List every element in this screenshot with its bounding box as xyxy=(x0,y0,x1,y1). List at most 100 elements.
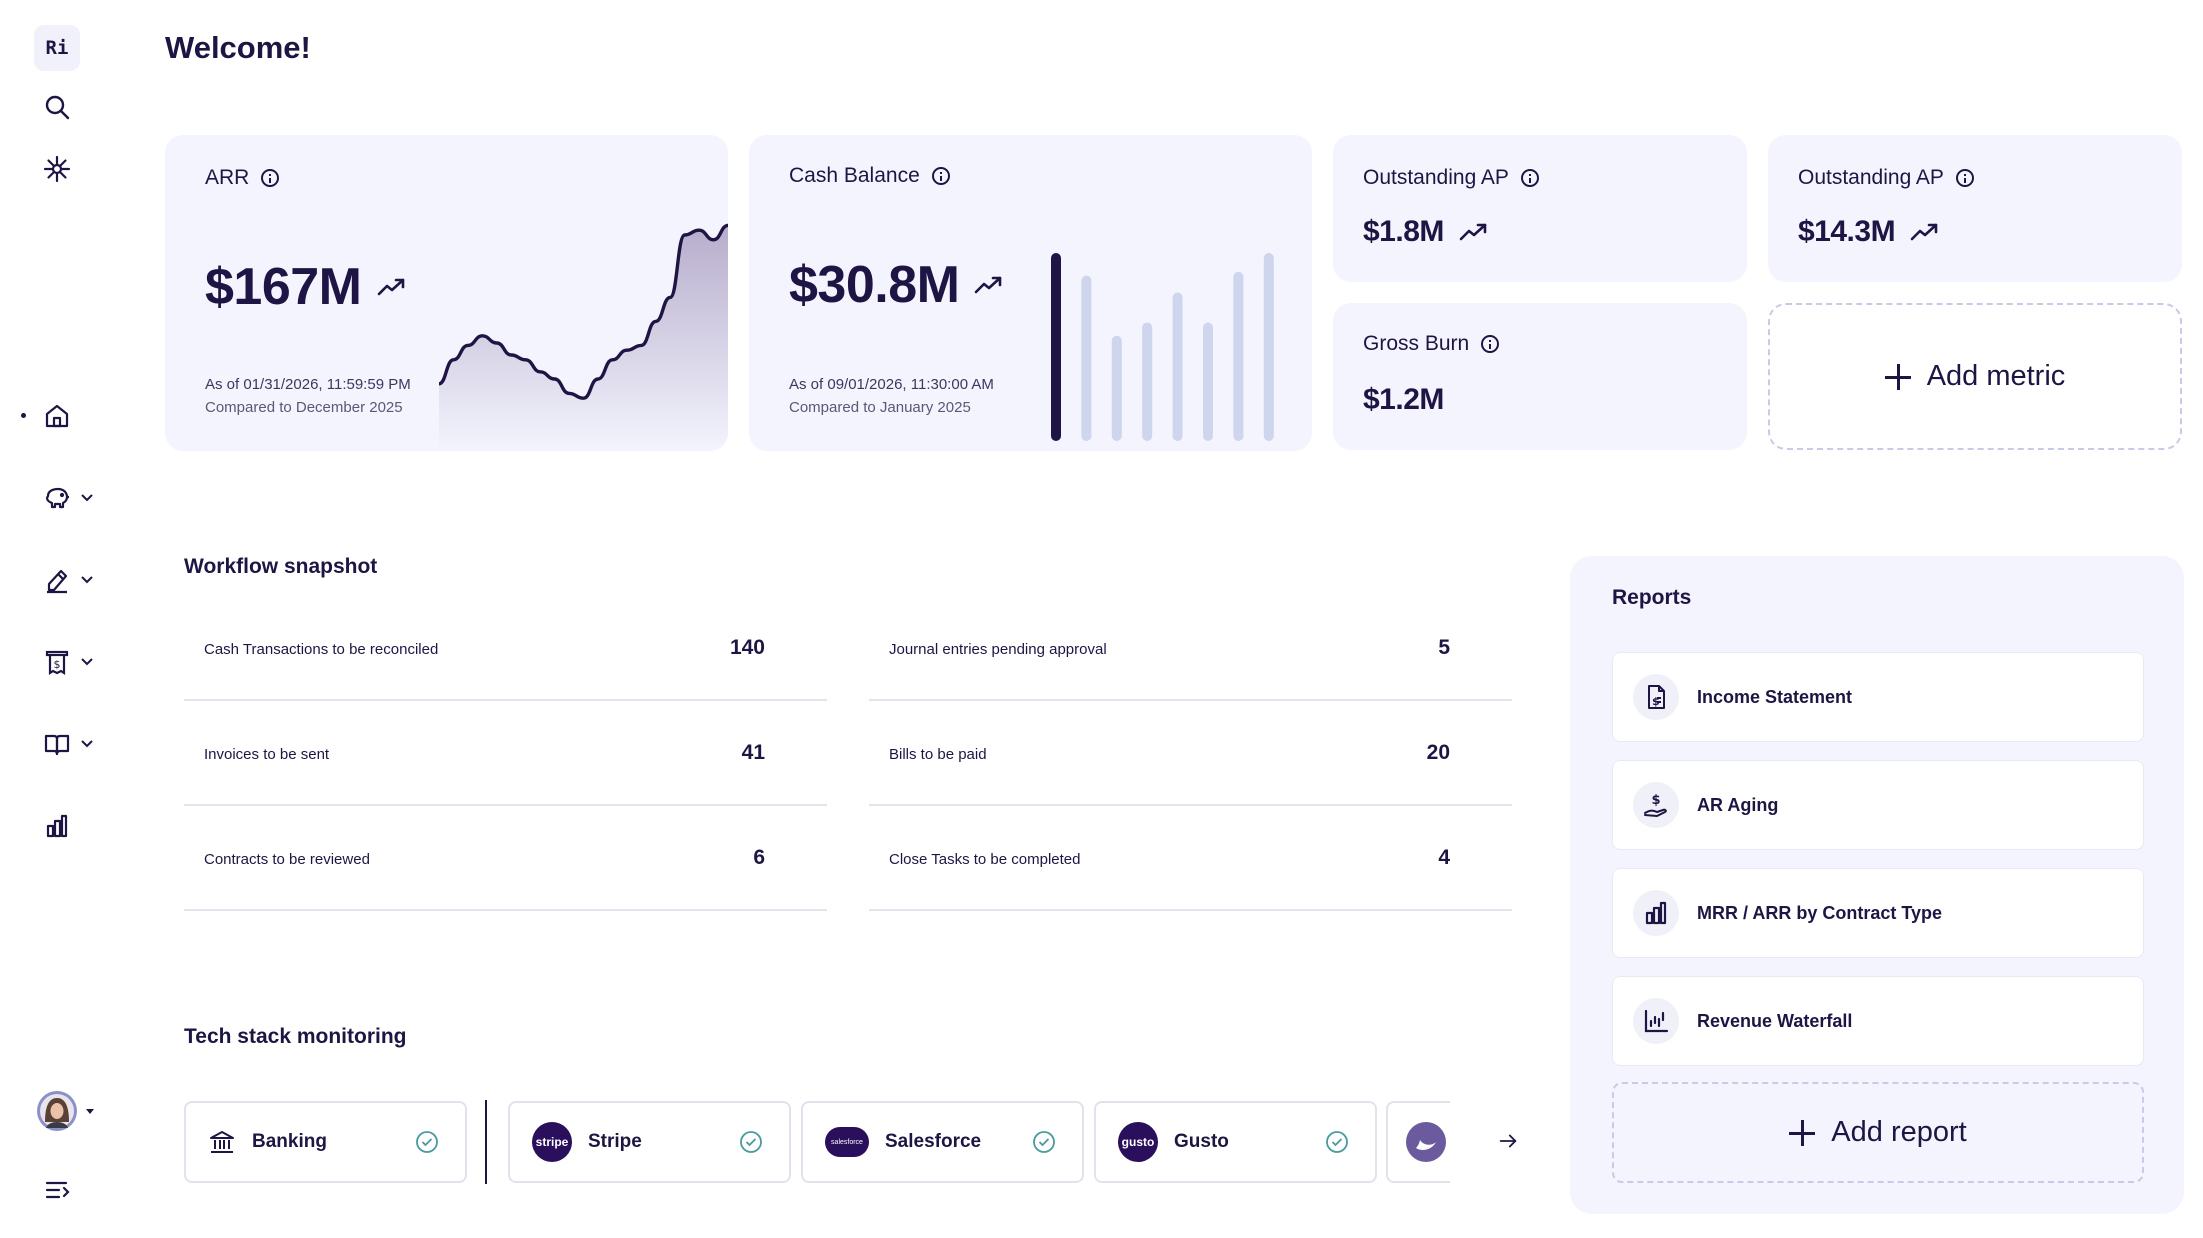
workflow-item[interactable]: Invoices to be sent 41 xyxy=(184,701,827,806)
outstanding-ap-card-2[interactable]: Outstanding AP $14.3M xyxy=(1768,135,2182,282)
arr-label-row: ARR xyxy=(205,166,280,190)
workflow-item-count: 6 xyxy=(753,845,765,869)
add-report-label: Add report xyxy=(1831,1116,1967,1148)
app-logo[interactable]: Ri xyxy=(34,25,80,71)
report-name: Income Statement xyxy=(1697,686,1853,707)
cash-bar xyxy=(1142,322,1153,441)
workflow-item-count: 41 xyxy=(741,740,765,764)
plus-icon xyxy=(1884,363,1911,390)
chevron-down-icon xyxy=(81,576,93,584)
nav-cash[interactable] xyxy=(43,484,95,512)
page-title: Welcome! xyxy=(165,30,311,65)
check-circle-icon xyxy=(1033,1131,1055,1153)
active-indicator xyxy=(21,413,26,418)
cash-bar xyxy=(1172,292,1183,441)
workflow-item[interactable]: Cash Transactions to be reconciled 140 xyxy=(184,596,827,701)
add-metric-label: Add metric xyxy=(1926,360,2066,392)
workflow-item-count: 4 xyxy=(1438,845,1450,869)
workflow-title: Workflow snapshot xyxy=(184,555,378,578)
workflow-item-label: Journal entries pending approval xyxy=(889,641,1107,658)
trend-up-icon xyxy=(1459,223,1487,241)
nav-bills[interactable]: $ xyxy=(43,648,95,676)
search-button[interactable] xyxy=(43,93,71,121)
ap1-label-row: Outstanding AP xyxy=(1363,166,1539,190)
arr-card[interactable]: ARR $167M As of 01/31/2026, 11:59:59 PM … xyxy=(165,135,728,451)
burn-value-row: $1.2M xyxy=(1363,383,1444,417)
nav-ledger[interactable] xyxy=(43,730,95,758)
outstanding-ap-value: $1.8M xyxy=(1363,215,1444,248)
tech-card-stripe[interactable]: stripe Stripe xyxy=(508,1101,791,1183)
plus-icon xyxy=(1789,1119,1816,1146)
tech-card-partial[interactable] xyxy=(1386,1101,1450,1183)
ai-assistant-button[interactable] xyxy=(43,155,71,183)
piggy-bank-icon xyxy=(45,487,69,509)
outstanding-ap-label: Outstanding AP xyxy=(1798,166,1944,189)
arr-compared: Compared to December 2025 xyxy=(205,399,403,416)
arr-meta: As of 01/31/2026, 11:59:59 PM Compared t… xyxy=(205,373,411,419)
nav-contracts[interactable] xyxy=(43,566,95,594)
workflow-item[interactable]: Bills to be paid 20 xyxy=(869,701,1512,806)
chevron-down-icon xyxy=(81,658,93,666)
cash-as-of: As of 09/01/2026, 11:30:00 AM xyxy=(789,376,994,393)
caret-down-icon xyxy=(86,1109,94,1114)
arr-value-row: $167M xyxy=(205,257,408,317)
tech-scroll-next-button[interactable] xyxy=(1497,1130,1519,1152)
gusto-logo: gusto xyxy=(1118,1122,1158,1162)
user-menu[interactable] xyxy=(36,1090,96,1132)
info-icon[interactable] xyxy=(261,169,280,187)
nav-reports[interactable] xyxy=(43,812,71,840)
outstanding-ap-card[interactable]: Outstanding AP $1.8M xyxy=(1333,135,1747,282)
cash-bar xyxy=(1051,253,1061,441)
bar-chart-icon xyxy=(1645,901,1667,925)
info-icon[interactable] xyxy=(1520,169,1539,187)
cash-bar xyxy=(1203,322,1213,441)
report-income-statement[interactable]: $ Income Statement xyxy=(1612,652,2144,742)
info-icon[interactable] xyxy=(1955,169,1974,187)
info-icon[interactable] xyxy=(1481,335,1500,353)
workflow-item[interactable]: Contracts to be reviewed 6 xyxy=(184,806,827,911)
cash-balance-label: Cash Balance xyxy=(789,164,920,187)
tech-card-salesforce[interactable]: salesforce Salesforce xyxy=(801,1101,1084,1183)
home-icon xyxy=(45,404,69,428)
collapse-sidebar-button[interactable] xyxy=(44,1176,72,1204)
info-icon[interactable] xyxy=(931,167,950,185)
tech-name: Stripe xyxy=(588,1131,642,1152)
add-report-button[interactable]: Add report xyxy=(1612,1082,2144,1183)
tech-divider xyxy=(485,1100,487,1184)
add-metric-button[interactable]: Add metric xyxy=(1768,303,2182,450)
pen-document-icon xyxy=(47,569,68,594)
book-open-icon xyxy=(44,734,70,756)
nav-home[interactable] xyxy=(43,402,71,430)
tech-stack-title: Tech stack monitoring xyxy=(184,1025,407,1048)
reports-title: Reports xyxy=(1612,586,1692,609)
check-circle-icon xyxy=(416,1131,438,1153)
stripe-logo: stripe xyxy=(532,1122,572,1162)
check-circle-icon xyxy=(740,1131,762,1153)
report-name: MRR / ARR by Contract Type xyxy=(1697,902,1943,923)
arr-value: $167M xyxy=(205,258,362,316)
trend-up-icon xyxy=(1910,223,1938,241)
gross-burn-card[interactable]: Gross Burn $1.2M xyxy=(1333,303,1747,450)
document-dollar-icon: $ xyxy=(1648,685,1665,709)
workflow-item[interactable]: Close Tasks to be completed 4 xyxy=(869,806,1512,911)
tech-name: Gusto xyxy=(1174,1131,1229,1152)
arr-sparkline-area xyxy=(439,225,728,451)
tech-card-banking[interactable]: Banking xyxy=(184,1101,467,1183)
report-name: AR Aging xyxy=(1697,794,1779,815)
collapse-menu-icon xyxy=(45,1181,70,1199)
bank-icon xyxy=(210,1131,234,1153)
check-circle-icon xyxy=(1326,1131,1348,1153)
trend-up-icon xyxy=(975,276,1002,294)
report-mrr-arr-contract-type[interactable]: MRR / ARR by Contract Type xyxy=(1612,868,2144,958)
report-revenue-waterfall[interactable]: Revenue Waterfall xyxy=(1612,976,2144,1066)
cash-bar-chart xyxy=(1051,253,1274,441)
tech-card-gusto[interactable]: gusto Gusto xyxy=(1094,1101,1377,1183)
workflow-item[interactable]: Journal entries pending approval 5 xyxy=(869,596,1512,701)
arr-label: ARR xyxy=(205,166,250,189)
arr-sparkline-line xyxy=(439,223,728,400)
workflow-item-label: Cash Transactions to be reconciled xyxy=(204,641,439,658)
report-ar-aging[interactable]: $ AR Aging xyxy=(1612,760,2144,850)
cash-balance-card[interactable]: Cash Balance $30.8M As of 09/01/2026, 11… xyxy=(749,135,1312,451)
salesforce-logo: salesforce xyxy=(825,1127,869,1157)
svg-text:$: $ xyxy=(54,658,61,671)
